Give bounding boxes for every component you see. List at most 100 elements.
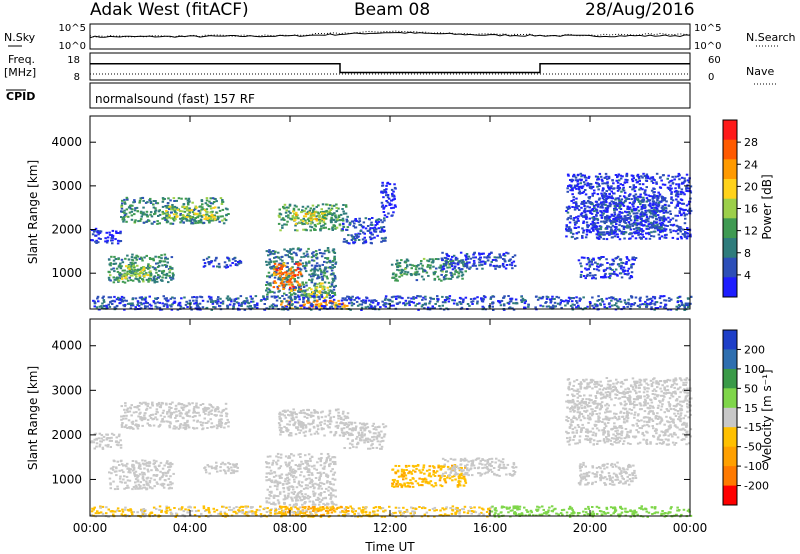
range-time-cell — [626, 205, 629, 208]
range-time-cell — [578, 209, 581, 211]
range-time-cell — [546, 296, 550, 299]
range-time-cell — [420, 275, 424, 278]
range-time-cell — [410, 300, 414, 303]
range-time-cell — [444, 301, 447, 304]
range-time-cell — [139, 481, 142, 484]
range-time-cell — [331, 227, 334, 230]
range-time-cell — [663, 227, 666, 230]
range-time-cell — [134, 219, 137, 222]
range-time-cell — [143, 473, 146, 476]
range-time-cell — [309, 304, 313, 307]
range-time-cell — [196, 216, 200, 219]
range-time-cell — [454, 265, 457, 268]
range-time-cell — [575, 306, 578, 309]
range-time-cell — [660, 221, 664, 224]
range-time-cell — [626, 179, 629, 181]
range-time-cell — [290, 270, 293, 273]
range-time-cell — [281, 280, 284, 283]
range-time-cell — [334, 301, 338, 304]
range-time-cell — [658, 227, 661, 230]
range-time-cell — [541, 297, 544, 300]
range-time-cell — [392, 304, 395, 307]
range-time-cell — [168, 205, 172, 208]
range-time-cell — [408, 300, 411, 303]
range-time-cell — [131, 298, 134, 301]
range-time-cell — [643, 303, 646, 306]
range-time-cell — [312, 212, 316, 215]
range-time-cell — [209, 426, 213, 429]
range-time-cell — [381, 184, 384, 187]
range-time-cell — [508, 300, 512, 303]
range-time-cell — [293, 278, 296, 280]
range-time-cell — [453, 273, 456, 276]
range-time-cell — [410, 267, 413, 270]
range-time-cell — [566, 208, 570, 210]
range-time-cell — [125, 299, 128, 302]
range-time-cell — [630, 271, 634, 274]
range-time-cell — [127, 273, 130, 275]
range-time-cell — [291, 266, 294, 269]
range-time-cell — [113, 488, 117, 491]
range-time-cell — [589, 223, 593, 226]
range-time-cell — [109, 274, 112, 277]
range-time-cell — [120, 424, 124, 426]
range-time-cell — [626, 257, 629, 260]
range-time-cell — [199, 308, 202, 311]
range-time-cell — [226, 295, 230, 298]
range-time-cell — [641, 206, 645, 209]
range-time-cell — [602, 203, 605, 206]
range-time-cell — [326, 211, 329, 214]
range-time-cell — [676, 229, 680, 231]
range-time-cell — [289, 267, 293, 270]
range-time-cell — [338, 305, 342, 308]
range-time-cell — [612, 192, 615, 195]
range-time-cell — [158, 213, 162, 216]
range-time-cell — [317, 305, 321, 308]
range-time-cell — [292, 285, 295, 288]
range-time-cell — [344, 297, 347, 300]
range-time-cell — [493, 256, 496, 259]
range-time-cell — [647, 194, 650, 197]
range-time-cell — [163, 216, 166, 219]
range-time-cell — [158, 222, 161, 225]
range-time-cell — [304, 254, 307, 257]
range-time-cell — [298, 249, 302, 252]
range-time-cell — [170, 305, 173, 308]
range-time-cell — [121, 277, 124, 280]
range-time-cell — [582, 190, 586, 193]
range-time-cell — [671, 199, 675, 202]
range-time-cell — [207, 205, 210, 208]
range-time-cell — [617, 184, 620, 187]
range-time-cell — [653, 179, 656, 182]
range-time-cell — [300, 290, 303, 293]
range-time-cell — [678, 305, 681, 308]
range-time-cell — [303, 294, 306, 297]
range-time-cell — [122, 415, 125, 418]
range-time-cell — [390, 188, 394, 191]
range-time-cell — [617, 218, 620, 221]
range-time-cell — [464, 254, 467, 257]
range-time-cell — [222, 222, 226, 225]
range-time-cell — [649, 215, 652, 218]
range-time-cell — [418, 295, 421, 298]
range-time-cell — [355, 297, 358, 300]
range-time-cell — [580, 187, 584, 190]
range-time-cell — [650, 226, 653, 229]
range-time-cell — [632, 187, 636, 190]
range-time-cell — [454, 258, 458, 261]
range-time-cell — [295, 254, 298, 257]
range-time-cell — [188, 211, 191, 214]
range-time-cell — [266, 293, 269, 296]
range-time-cell — [601, 179, 604, 182]
range-time-cell — [201, 203, 204, 206]
range-time-cell — [460, 306, 464, 309]
range-time-cell — [210, 422, 214, 425]
range-time-cell — [152, 417, 156, 420]
range-time-cell — [132, 486, 136, 488]
colorbar-segment — [723, 179, 737, 200]
range-time-cell — [590, 263, 593, 266]
range-time-cell — [125, 196, 129, 199]
range-time-cell — [131, 274, 134, 277]
range-time-cell — [176, 208, 180, 211]
range-time-cell — [565, 229, 569, 232]
